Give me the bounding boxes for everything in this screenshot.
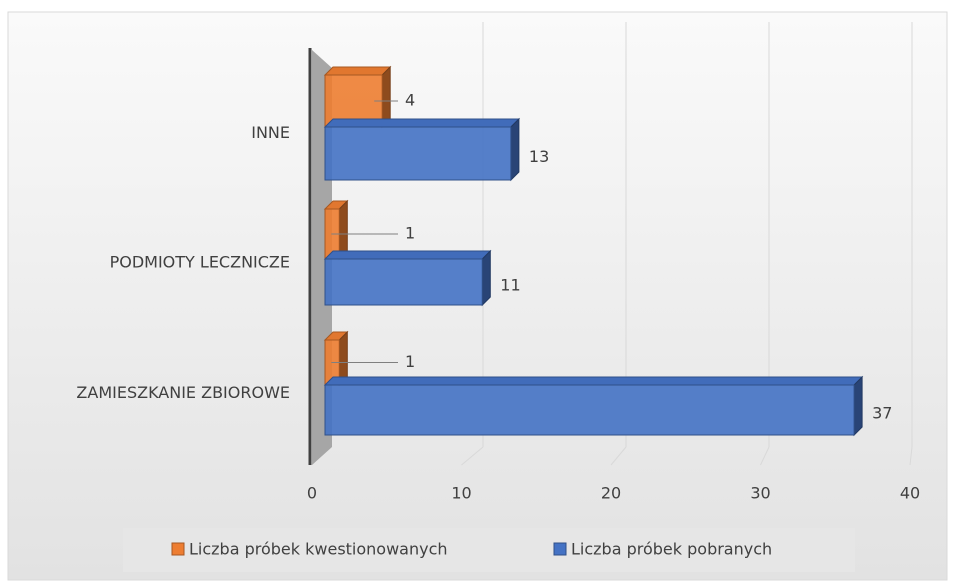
bar-face [338,199,348,261]
data-label: 13 [529,147,549,166]
x-tick-label: 0 [307,484,317,503]
bar [323,375,864,437]
bar-face [323,376,864,386]
data-label: 4 [405,91,415,110]
bar [323,199,349,261]
legend-label: Liczba próbek pobranych [571,540,772,559]
y-tick-label: INNE [251,123,290,142]
bar-face [323,118,521,128]
bar-face [381,65,391,129]
bar-face [323,66,392,76]
bar-face [324,384,855,436]
y-tick-label: PODMIOTY LECZNICZE [110,253,290,272]
bar-face [481,249,491,307]
grid-line [610,446,627,466]
bar-face [324,258,483,306]
data-label: 37 [872,404,892,423]
grid-line [909,446,913,466]
bar-face [510,117,520,182]
bar-face [324,126,512,181]
legend-swatch [553,542,567,556]
grid-line [461,446,484,466]
x-tick-label: 40 [900,484,920,503]
legend-swatch [171,542,185,556]
x-tick-label: 20 [601,484,621,503]
data-label: 11 [500,276,520,295]
x-tick-label: 10 [451,484,471,503]
legend-label: Liczba próbek kwestionowanych [189,540,448,559]
x-tick-label: 30 [750,484,770,503]
bar-face [853,375,863,437]
bar [323,249,492,307]
data-label: 1 [405,224,415,243]
grid-line [760,446,770,466]
bar [323,65,392,129]
y-tick-label: ZAMIESZKANIE ZBIOROWE [76,383,290,402]
legend-box [123,528,855,572]
bar-face [323,250,492,260]
bar [323,117,521,182]
data-label: 1 [405,352,415,371]
